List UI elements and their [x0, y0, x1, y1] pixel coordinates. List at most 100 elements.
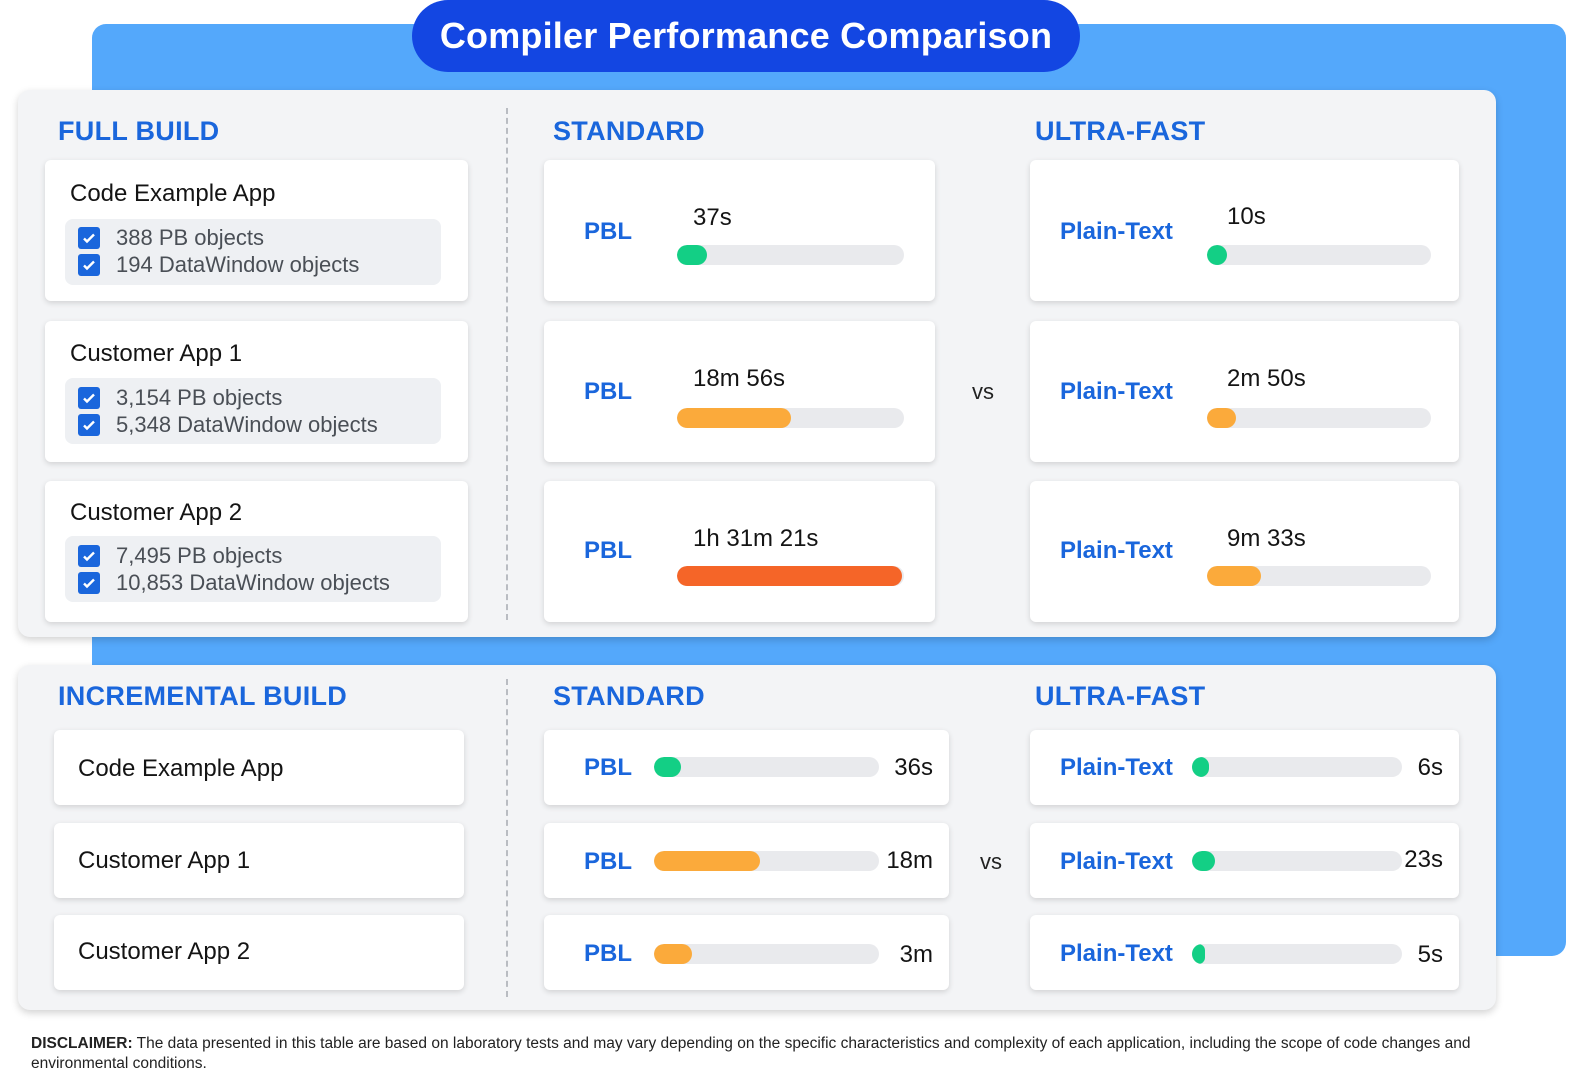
disclaimer-text: The data presented in this table are bas…	[31, 1035, 1471, 1072]
object-count: 5,348 DataWindow objects	[116, 412, 378, 437]
object-count: 3,154 PB objects	[116, 385, 283, 410]
object-item: 388 PB objects	[78, 225, 264, 251]
bar-track	[677, 245, 904, 265]
page-title: Compiler Performance Comparison	[412, 0, 1080, 72]
inc-standard-card: PBL 3m	[544, 915, 949, 990]
object-item: 3,154 PB objects	[78, 385, 282, 411]
checkbox-icon	[78, 572, 100, 594]
data-label: 23s	[1404, 846, 1443, 873]
inc-standard-title: STANDARD	[553, 681, 705, 711]
inc-app-card: Customer App 2	[54, 915, 464, 990]
object-list: 7,495 PB objects 10,853 DataWindow objec…	[65, 536, 441, 602]
data-label: 1h 31m 21s	[693, 525, 819, 552]
inc-ultra-card: Plain-Text 23s	[1030, 823, 1459, 898]
inc-app-card: Code Example App	[54, 730, 464, 805]
checkbox-icon	[78, 545, 100, 567]
incremental-build-title: INCREMENTAL BUILD	[58, 681, 348, 711]
disclaimer-label: DISCLAIMER:	[31, 1035, 133, 1052]
object-list: 3,154 PB objects 5,348 DataWindow object…	[65, 378, 441, 444]
full-ultra-card: Plain-Text 2m 50s	[1030, 321, 1459, 462]
series-label: Plain-Text	[1060, 754, 1173, 781]
full-standard-title: STANDARD	[553, 116, 705, 146]
series-label: Plain-Text	[1060, 378, 1173, 405]
app-name: Code Example App	[70, 180, 276, 207]
series-label: Plain-Text	[1060, 218, 1173, 245]
object-item: 5,348 DataWindow objects	[78, 412, 378, 438]
bar-track	[654, 757, 879, 777]
bar-track	[1207, 566, 1431, 586]
series-label: PBL	[584, 537, 632, 564]
object-item: 7,495 PB objects	[78, 543, 282, 569]
bar-track	[677, 566, 904, 586]
bar	[677, 245, 707, 265]
bar-track	[1192, 851, 1402, 871]
full-ultra-title: ULTRA-FAST	[1035, 116, 1206, 146]
bar	[654, 944, 693, 964]
bar-track	[677, 408, 904, 428]
object-count: 194 DataWindow objects	[116, 252, 360, 277]
column-divider	[506, 108, 508, 620]
series-label: PBL	[584, 378, 632, 405]
full-build-panel: FULL BUILD STANDARD ULTRA-FAST Code Exam…	[18, 90, 1496, 637]
series-label: Plain-Text	[1060, 848, 1173, 875]
incremental-build-panel: INCREMENTAL BUILD STANDARD ULTRA-FAST Co…	[18, 665, 1496, 1010]
object-list: 388 PB objects 194 DataWindow objects	[65, 219, 441, 285]
inc-ultra-card: Plain-Text 5s	[1030, 915, 1459, 990]
bar-track	[654, 944, 879, 964]
inc-standard-card: PBL 36s	[544, 730, 949, 805]
data-label: 2m 50s	[1227, 365, 1306, 392]
object-count: 7,495 PB objects	[116, 543, 283, 568]
object-item: 194 DataWindow objects	[78, 252, 359, 278]
bar-track	[1192, 757, 1402, 777]
data-label: 18m 56s	[693, 365, 786, 392]
checkbox-icon	[78, 414, 100, 436]
bar	[1192, 851, 1216, 871]
bar	[1207, 408, 1237, 428]
series-label: Plain-Text	[1060, 940, 1173, 967]
series-label: PBL	[584, 218, 632, 245]
bar	[654, 757, 681, 777]
data-label: 9m 33s	[1227, 525, 1306, 552]
full-standard-card: PBL 37s	[544, 160, 935, 301]
bar-track	[1207, 408, 1431, 428]
full-standard-card: PBL 18m 56s	[544, 321, 935, 462]
vs-label: vs	[980, 849, 1002, 874]
bar	[1192, 944, 1205, 964]
disclaimer: DISCLAIMER: The data presented in this t…	[31, 1034, 1521, 1074]
bar	[654, 851, 760, 871]
column-divider	[506, 679, 508, 997]
series-label: PBL	[584, 848, 632, 875]
data-label: 18m	[886, 847, 933, 874]
full-standard-card: PBL 1h 31m 21s	[544, 481, 935, 622]
data-label: 37s	[693, 204, 732, 231]
inc-app-card: Customer App 1	[54, 823, 464, 898]
bar-track	[654, 851, 879, 871]
data-label: 3m	[899, 941, 933, 968]
inc-ultra-card: Plain-Text 6s	[1030, 730, 1459, 805]
data-label: 36s	[894, 754, 933, 781]
object-count: 388 PB objects	[116, 225, 264, 250]
app-name: Customer App 1	[78, 847, 251, 874]
data-label: 5s	[1417, 941, 1443, 968]
bar-track	[1207, 245, 1431, 265]
inc-ultra-title: ULTRA-FAST	[1035, 681, 1206, 711]
object-item: 10,853 DataWindow objects	[78, 570, 390, 596]
full-app-card: Code Example App 388 PB objects 194 Data…	[45, 160, 468, 301]
data-label: 6s	[1417, 754, 1443, 781]
full-build-title: FULL BUILD	[58, 116, 220, 146]
bar	[677, 566, 902, 586]
bar	[1207, 245, 1228, 265]
app-name: Customer App 2	[70, 499, 243, 526]
bar	[1192, 757, 1209, 777]
full-ultra-card: Plain-Text 10s	[1030, 160, 1459, 301]
full-ultra-card: Plain-Text 9m 33s	[1030, 481, 1459, 622]
checkbox-icon	[78, 254, 100, 276]
checkbox-icon	[78, 227, 100, 249]
object-count: 10,853 DataWindow objects	[116, 570, 390, 595]
series-label: PBL	[584, 754, 632, 781]
full-app-card: Customer App 2 7,495 PB objects 10,853 D…	[45, 481, 468, 622]
series-label: PBL	[584, 940, 632, 967]
data-label: 10s	[1227, 203, 1266, 230]
bar	[677, 408, 791, 428]
vs-label: vs	[972, 379, 994, 404]
